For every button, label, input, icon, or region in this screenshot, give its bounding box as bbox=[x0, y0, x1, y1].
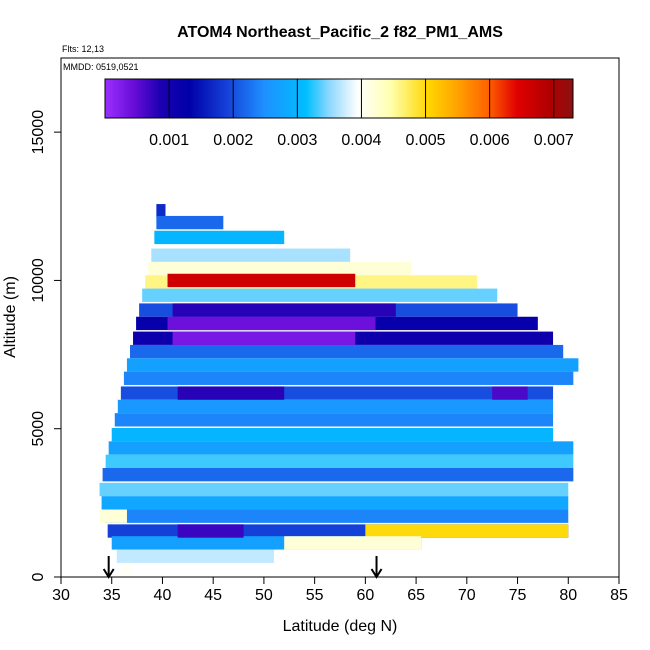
colorbar-tick-label: 0.001 bbox=[149, 132, 189, 149]
x-tick-label: 85 bbox=[610, 587, 628, 604]
heatmap-band bbox=[99, 482, 569, 497]
heatmap-layer bbox=[99, 204, 579, 577]
y-tick-label: 15000 bbox=[30, 110, 47, 155]
heatmap-feature bbox=[167, 273, 356, 288]
heatmap-band bbox=[114, 413, 554, 427]
arrow-markers bbox=[102, 556, 383, 579]
heatmap-feature bbox=[365, 524, 569, 538]
x-tick-label: 30 bbox=[52, 587, 70, 604]
heatmap-band bbox=[108, 441, 574, 455]
x-tick-label: 40 bbox=[154, 587, 172, 604]
heatmap-band bbox=[105, 454, 574, 469]
date-label: MMDD: 0519,0521 bbox=[63, 62, 139, 72]
heatmap-feature bbox=[172, 331, 356, 345]
heatmap-band bbox=[156, 204, 166, 218]
x-tick-label: 35 bbox=[103, 587, 121, 604]
x-axis: 30 35 40 45 50 55 60 65 70 75 80 85 bbox=[52, 577, 628, 604]
colorbar-tick-label: 0.003 bbox=[277, 132, 317, 149]
heatmap-feature bbox=[284, 536, 422, 550]
heatmap-band bbox=[101, 496, 569, 510]
heatmap-band bbox=[102, 468, 574, 482]
heatmap-band bbox=[116, 549, 275, 563]
y-tick-label: 5000 bbox=[30, 411, 47, 447]
heatmap-band bbox=[142, 288, 498, 302]
x-tick-label: 75 bbox=[509, 587, 527, 604]
heatmap-feature bbox=[167, 316, 376, 331]
colorbar-tick-label: 0.004 bbox=[341, 132, 381, 149]
heatmap-band bbox=[120, 562, 133, 577]
plot-frame bbox=[60, 57, 620, 578]
colorbar-tick-label: 0.002 bbox=[213, 132, 253, 149]
colorbar-tick-label: 0.006 bbox=[470, 132, 510, 149]
heatmap-band bbox=[126, 358, 579, 372]
x-tick-label: 60 bbox=[356, 587, 374, 604]
heatmap-feature bbox=[177, 524, 244, 538]
heatmap-feature bbox=[177, 386, 285, 400]
x-tick-label: 80 bbox=[559, 587, 577, 604]
heatmap-feature bbox=[99, 509, 127, 523]
colorbar: 0.001 0.002 0.003 0.004 0.005 0.006 0.007 bbox=[104, 78, 574, 149]
x-axis-label: Latitude (deg N) bbox=[283, 618, 398, 635]
heatmap-band bbox=[154, 230, 285, 245]
y-axis: 0 5000 10000 15000 bbox=[30, 110, 61, 581]
y-axis-label: Altitude (m) bbox=[2, 276, 19, 358]
y-tick-label: 10000 bbox=[30, 258, 47, 303]
colorbar-tick-label: 0.007 bbox=[534, 132, 574, 149]
colorbar-ramp bbox=[104, 78, 574, 119]
arrow-head bbox=[102, 568, 115, 579]
x-tick-label: 70 bbox=[458, 587, 476, 604]
flights-label: Flts: 12,13 bbox=[62, 44, 104, 54]
chart-title: ATOM4 Northeast_Pacific_2 f82_PM1_AMS bbox=[177, 24, 503, 41]
heatmap-band bbox=[104, 509, 569, 523]
heatmap-band bbox=[156, 215, 224, 230]
arrow-head bbox=[370, 568, 383, 579]
heatmap-feature bbox=[492, 386, 528, 400]
heatmap-feature bbox=[172, 303, 396, 317]
x-tick-label: 55 bbox=[306, 587, 324, 604]
y-tick-label: 0 bbox=[30, 572, 47, 581]
x-tick-label: 45 bbox=[204, 587, 222, 604]
heatmap-band bbox=[151, 248, 351, 262]
x-tick-label: 50 bbox=[255, 587, 273, 604]
heatmap-band bbox=[111, 427, 554, 442]
heatmap-band bbox=[117, 399, 554, 414]
heatmap-band bbox=[129, 344, 564, 359]
x-tick-label: 65 bbox=[407, 587, 425, 604]
colorbar-tick-label: 0.005 bbox=[406, 132, 446, 149]
heatmap-band bbox=[148, 261, 412, 276]
heatmap-band bbox=[123, 371, 574, 385]
